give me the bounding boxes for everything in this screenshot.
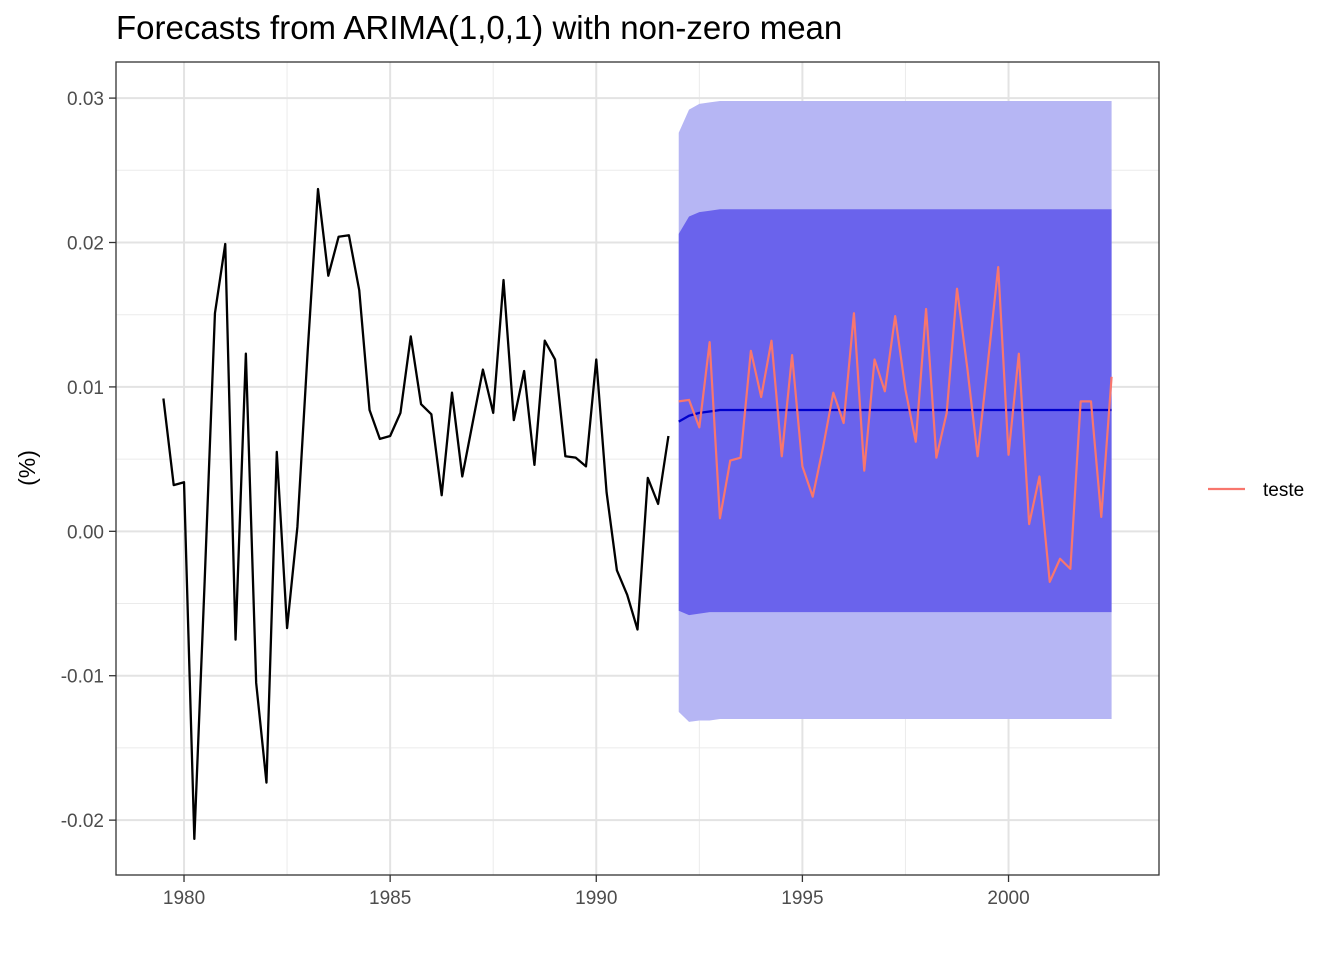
series-lines xyxy=(162,187,1113,841)
y-tick-label: -0.01 xyxy=(61,667,104,688)
y-tick-label: -0.02 xyxy=(61,811,104,832)
legend: teste xyxy=(1208,480,1304,501)
legend-label-teste: teste xyxy=(1263,480,1304,501)
panel-border xyxy=(115,61,1160,876)
x-tick-label: 1990 xyxy=(575,888,617,909)
prediction-intervals xyxy=(678,100,1112,722)
axis-ticks: 1980 1985 1990 1995 2000 -0.02 -0.01 0.00 0.01 0.… xyxy=(61,89,1030,909)
chart-title: Forecasts from ARIMA(1,0,1) with non-zer… xyxy=(116,9,842,46)
y-axis-title: (%) xyxy=(14,450,40,486)
band-80 xyxy=(678,209,1112,616)
observed-series-line xyxy=(162,187,670,841)
x-tick-label: 1980 xyxy=(163,888,205,909)
y-tick-label: 0.00 xyxy=(67,522,104,543)
y-tick-label: 0.01 xyxy=(67,378,104,399)
y-tick-label: 0.02 xyxy=(67,234,104,255)
series-line-teste xyxy=(678,265,1113,583)
x-tick-label: 2000 xyxy=(987,888,1029,909)
x-tick-label: 1985 xyxy=(369,888,411,909)
y-tick-label: 0.03 xyxy=(67,89,104,110)
forecast-mean-line xyxy=(678,408,1112,423)
x-tick-label: 1995 xyxy=(781,888,823,909)
